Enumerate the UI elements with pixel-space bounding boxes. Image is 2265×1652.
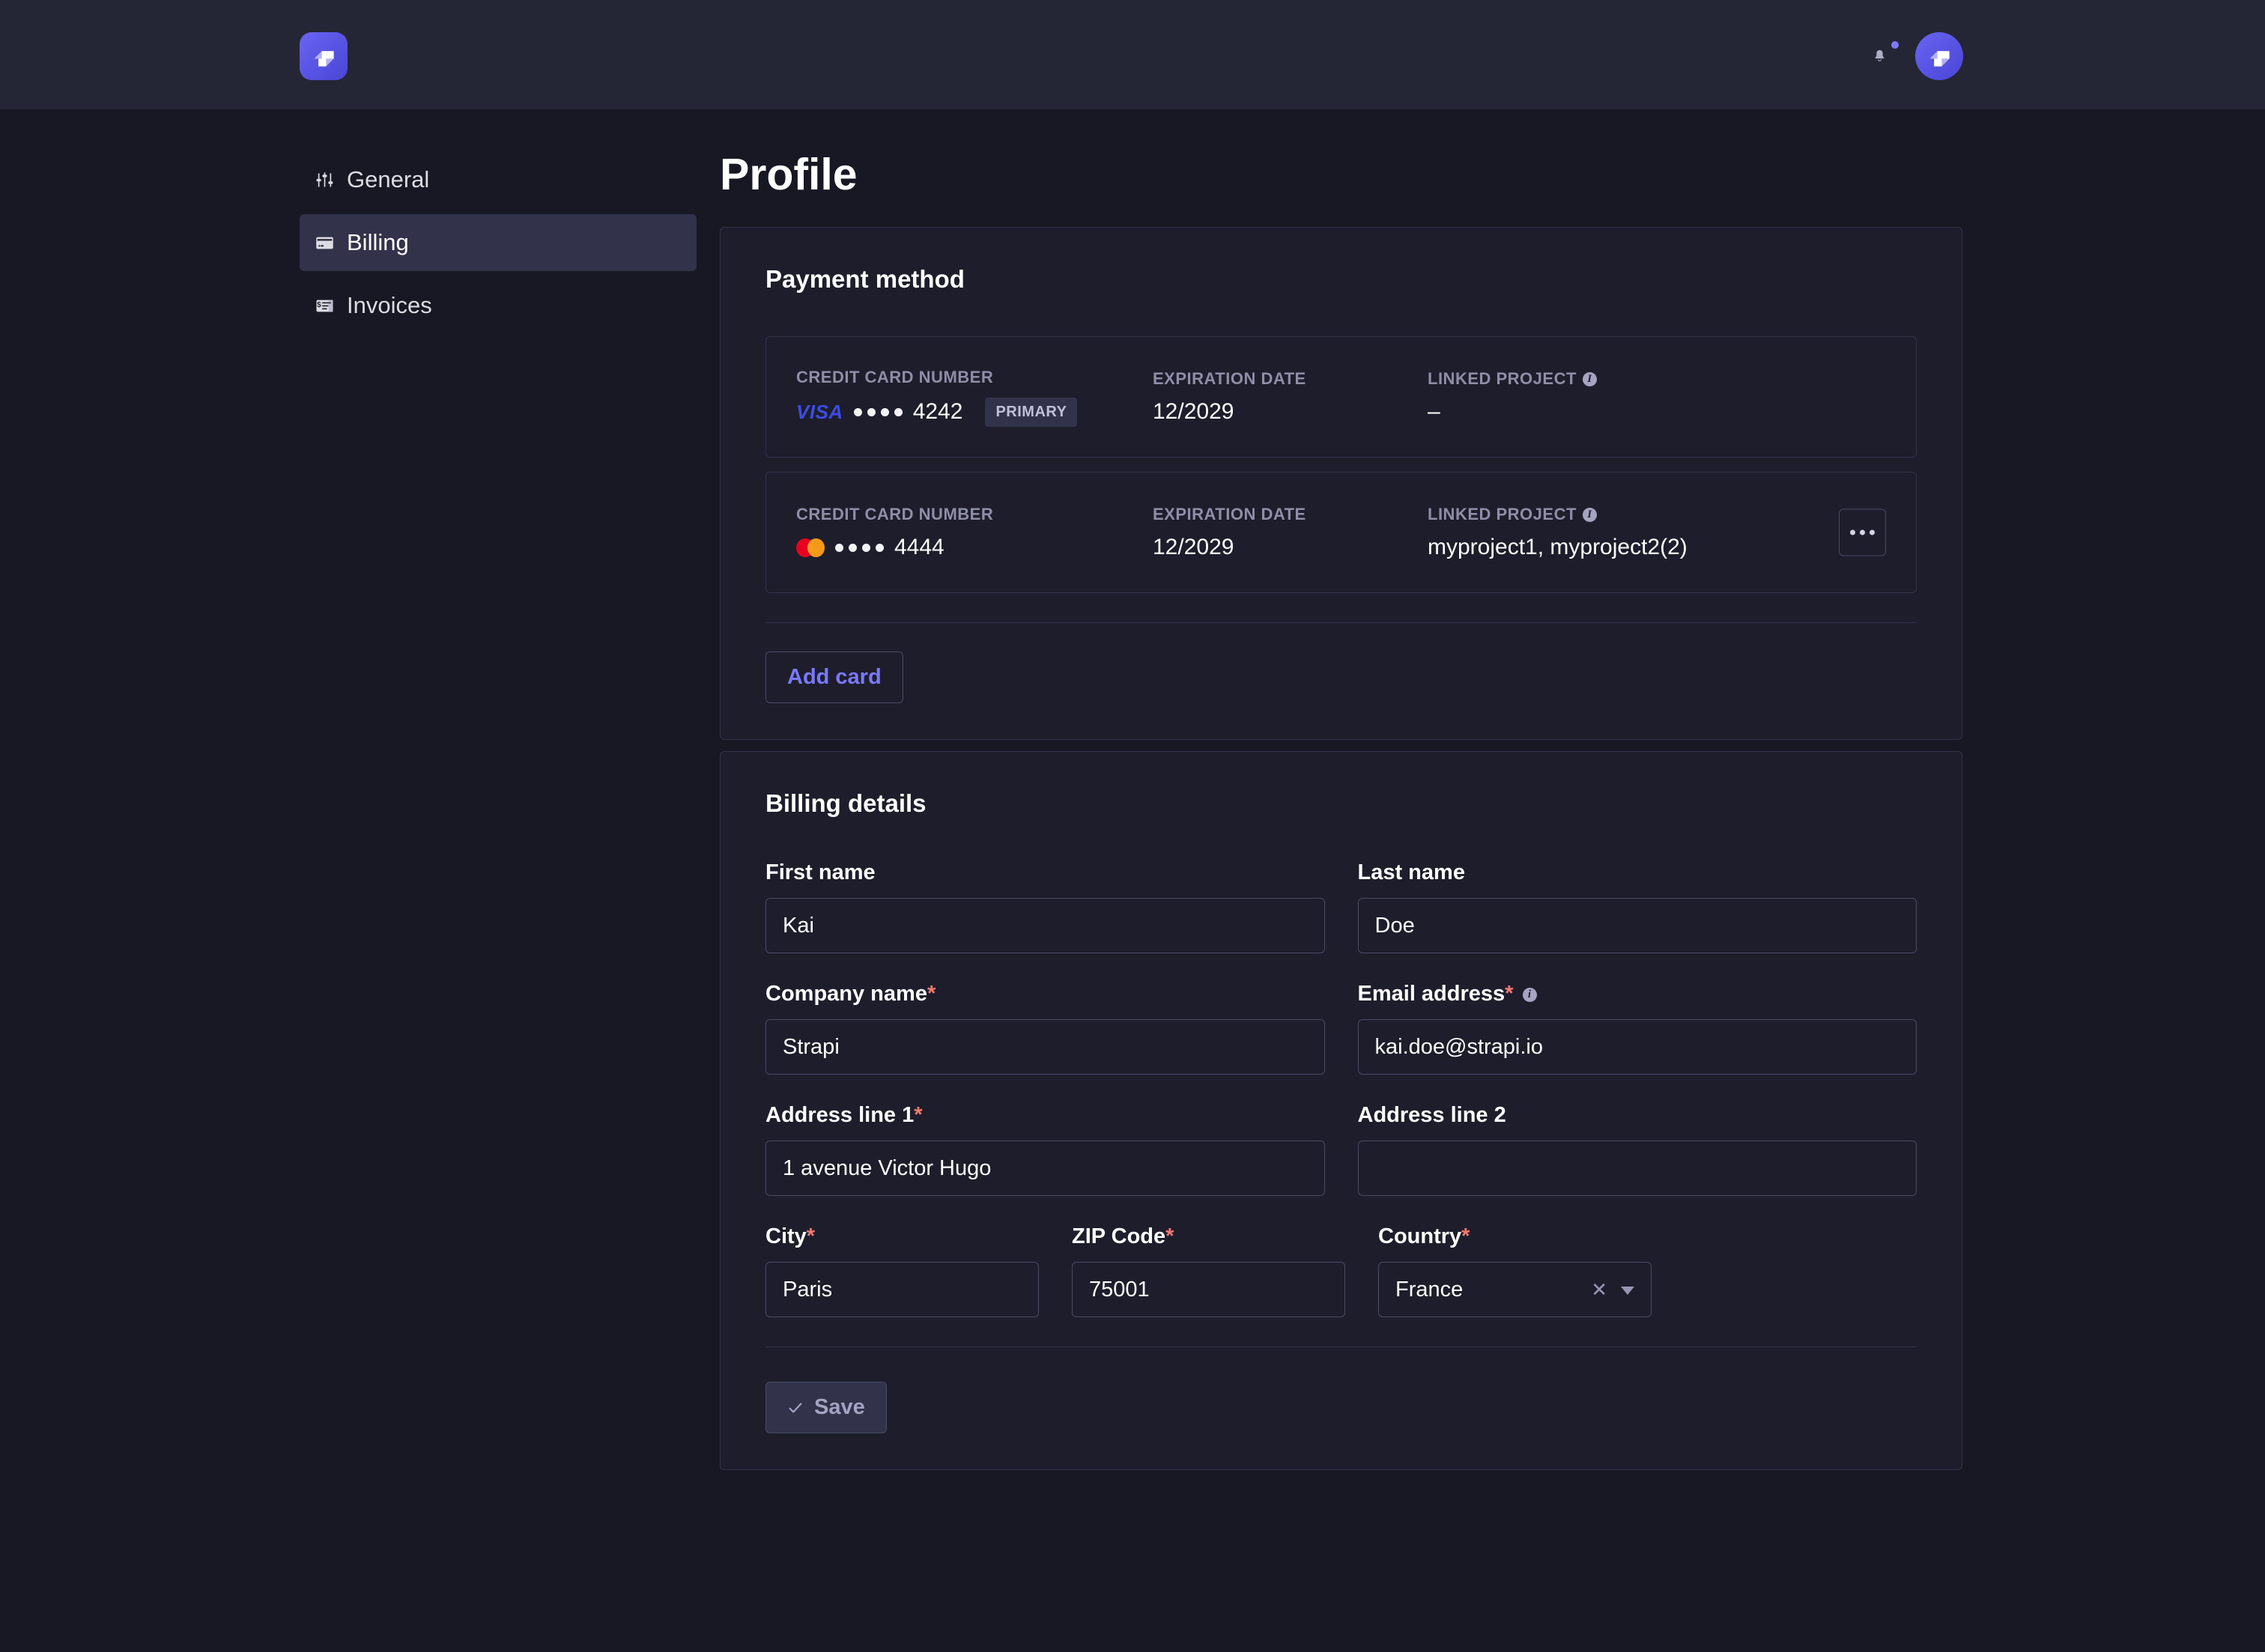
svg-text:$: $: [317, 300, 321, 309]
